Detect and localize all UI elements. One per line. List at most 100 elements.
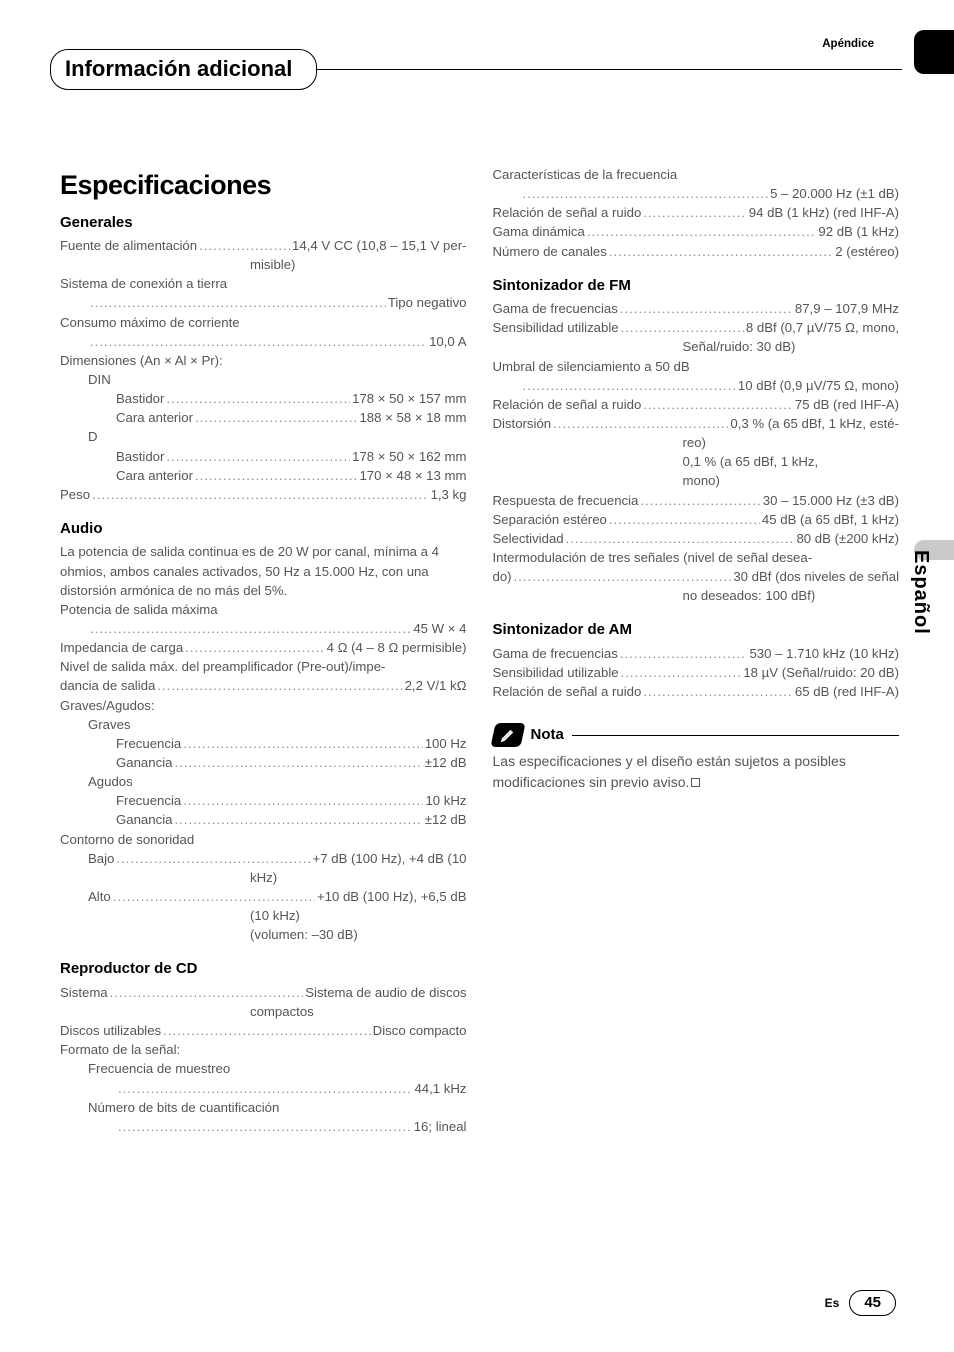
spec-label: Intermodulación de tres señales (nivel d… xyxy=(493,548,900,567)
spec-label: Formato de la señal: xyxy=(60,1040,467,1059)
spec-label: Gama de frecuencias xyxy=(493,299,618,318)
page-title: Información adicional xyxy=(50,49,317,90)
title-rule xyxy=(311,69,902,70)
spec-row: 10 dBf (0,9 µV/75 Ω, mono) xyxy=(493,376,900,395)
spec-row: Sensibilidad utilizable18 µV (Señal/ruid… xyxy=(493,663,900,682)
spec-label: Sensibilidad utilizable xyxy=(493,318,619,337)
spec-value: 10,0 A xyxy=(429,332,466,351)
spec-label: Peso xyxy=(60,485,90,504)
left-column: Especificaciones Generales Fuente de ali… xyxy=(60,165,467,1292)
spec-label: Número de bits de cuantificación xyxy=(60,1098,467,1117)
spec-row: 16; lineal xyxy=(60,1117,467,1136)
spec-label: Bastidor xyxy=(116,389,164,408)
section-cd: Reproductor de CD xyxy=(60,958,467,981)
spec-cont: compactos xyxy=(60,1002,467,1021)
spec-value: 178 × 50 × 162 mm xyxy=(352,447,466,466)
spec-label: Impedancia de carga xyxy=(60,638,183,657)
section-am: Sintonizador de AM xyxy=(493,619,900,642)
spec-label: Número de canales xyxy=(493,242,607,261)
end-mark-icon xyxy=(691,778,700,787)
spec-label: Potencia de salida máxima xyxy=(60,600,467,619)
spec-cont: no deseados: 100 dBf) xyxy=(493,586,900,605)
spec-value: 10 kHz xyxy=(425,791,466,810)
spec-label: Alto xyxy=(88,887,111,906)
spec-label: Sistema de conexión a tierra xyxy=(60,274,467,293)
spec-row: Sistema Sistema de audio de discos xyxy=(60,983,467,1002)
spec-row: Bastidor178 × 50 × 157 mm xyxy=(60,389,467,408)
spec-value: 8 dBf (0,7 µV/75 Ω, mono, xyxy=(746,318,899,337)
spec-label: Fuente de alimentación xyxy=(60,236,197,255)
nota-text: Las especificaciones y el diseño están s… xyxy=(493,751,900,792)
spec-cont: (volumen: –30 dB) xyxy=(60,925,467,944)
spec-row: Relación de señal a ruido94 dB (1 kHz) (… xyxy=(493,203,900,222)
spec-label: Bajo xyxy=(88,849,114,868)
spec-label: Umbral de silenciamiento a 50 dB xyxy=(493,357,900,376)
spec-value: 170 × 48 × 13 mm xyxy=(359,466,466,485)
spec-row: Ganancia±12 dB xyxy=(60,810,467,829)
nota-rule xyxy=(572,735,899,736)
spec-row: Discos utilizables Disco compacto xyxy=(60,1021,467,1040)
pencil-icon xyxy=(490,723,525,747)
spec-row: Bastidor 178 × 50 × 162 mm xyxy=(60,447,467,466)
spec-label: Selectividad xyxy=(493,529,564,548)
spec-cont: mono) xyxy=(493,471,900,490)
spec-label: Bastidor xyxy=(116,447,164,466)
spec-label: Discos utilizables xyxy=(60,1021,161,1040)
spec-row: Separación estéreo45 dB (a 65 dBf, 1 kHz… xyxy=(493,510,900,529)
spec-value: 1,3 kg xyxy=(431,485,467,504)
spec-value: 30 – 15.000 Hz (±3 dB) xyxy=(763,491,899,510)
spec-value: 65 dB (red IHF-A) xyxy=(795,682,899,701)
spec-value: 18 µV (Señal/ruido: 20 dB) xyxy=(743,663,899,682)
spec-value: 45 W × 4 xyxy=(413,619,466,638)
right-column: Características de la frecuencia 5 – 20.… xyxy=(493,165,900,1292)
spec-row: Gama de frecuencias 87,9 – 107,9 MHz xyxy=(493,299,900,318)
spec-label: Frecuencia xyxy=(116,734,181,753)
spec-value: 0,3 % (a 65 dBf, 1 kHz, esté- xyxy=(730,414,899,433)
spec-row: Impedancia de carga4 Ω (4 – 8 Ω permisib… xyxy=(60,638,467,657)
spec-label: Gama dinámica xyxy=(493,222,585,241)
appendix-label: Apéndice xyxy=(822,36,874,53)
spec-value: 188 × 58 × 18 mm xyxy=(359,408,466,427)
spec-row: Gama dinámica 92 dB (1 kHz) xyxy=(493,222,900,241)
spec-value: Sistema de audio de discos xyxy=(305,983,466,1002)
spec-sub: D xyxy=(60,427,467,446)
spec-sub: DIN xyxy=(60,370,467,389)
spec-row: Ganancia±12 dB xyxy=(60,753,467,772)
spec-row: Cara anterior170 × 48 × 13 mm xyxy=(60,466,467,485)
nota-label: Nota xyxy=(531,724,564,747)
spec-value: 87,9 – 107,9 MHz xyxy=(795,299,899,318)
spec-value: 10 dBf (0,9 µV/75 Ω, mono) xyxy=(738,376,899,395)
spec-value: 5 – 20.000 Hz (±1 dB) xyxy=(770,184,899,203)
spec-value: 30 dBf (dos niveles de señal xyxy=(733,567,899,586)
section-fm: Sintonizador de FM xyxy=(493,275,900,298)
page-footer: Es 45 xyxy=(825,1290,896,1317)
spec-value: 100 Hz xyxy=(425,734,467,753)
footer-lang: Es xyxy=(825,1294,840,1312)
spec-row: Bajo+7 dB (100 Hz), +4 dB (10 xyxy=(60,849,467,868)
spec-row: Tipo negativo xyxy=(60,293,467,312)
spec-row: 44,1 kHz xyxy=(60,1079,467,1098)
spec-row: 10,0 A xyxy=(60,332,467,351)
spec-label: Ganancia xyxy=(116,753,172,772)
section-audio: Audio xyxy=(60,518,467,541)
spec-label: Distorsión xyxy=(493,414,552,433)
spec-label: dancia de salida xyxy=(60,676,155,695)
spec-row: Distorsión 0,3 % (a 65 dBf, 1 kHz, esté- xyxy=(493,414,900,433)
spec-value: ±12 dB xyxy=(425,810,467,829)
spec-label: Cara anterior xyxy=(116,408,193,427)
spec-value: Tipo negativo xyxy=(388,293,467,312)
spec-label: Sistema xyxy=(60,983,108,1002)
spec-label: Relación de señal a ruido xyxy=(493,395,642,414)
spec-row: Número de canales2 (estéreo) xyxy=(493,242,900,261)
audio-narrative: La potencia de salida continua es de 20 … xyxy=(60,542,467,599)
spec-cont: misible) xyxy=(60,255,467,274)
spec-value: Disco compacto xyxy=(373,1021,467,1040)
spec-label: Características de la frecuencia xyxy=(493,165,900,184)
spec-value: 92 dB (1 kHz) xyxy=(818,222,899,241)
spec-value: 14,4 V CC (10,8 – 15,1 V per- xyxy=(292,236,466,255)
spec-cont: reo) xyxy=(493,433,900,452)
spec-label: Relación de señal a ruido xyxy=(493,682,642,701)
content-columns: Especificaciones Generales Fuente de ali… xyxy=(60,165,899,1292)
spec-value: 75 dB (red IHF-A) xyxy=(795,395,899,414)
spec-label: Dimensiones (An × Al × Pr): xyxy=(60,351,467,370)
